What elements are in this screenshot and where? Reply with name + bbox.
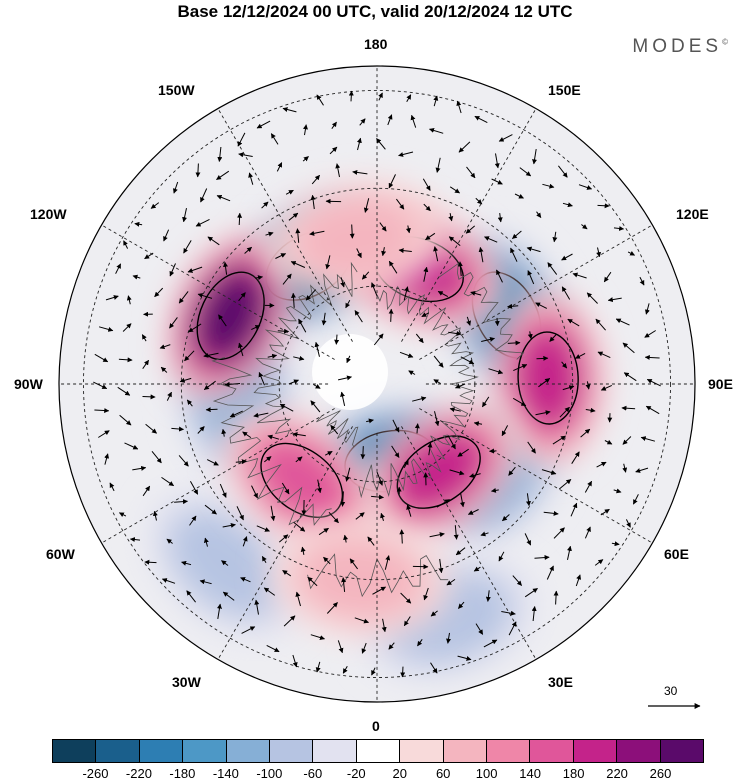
- colorbar-segment: [182, 740, 225, 762]
- colorbar-segment: [616, 740, 659, 762]
- colorbar-ticks: -260 -220 -180 -140 -100 -60 -20 20 60 100 140 180 2…: [0, 766, 750, 784]
- wind-arrow: [363, 446, 364, 459]
- colorbar-tick-label: 140: [519, 766, 541, 781]
- wind-arrow: [537, 358, 548, 359]
- colorbar-segment: [139, 740, 182, 762]
- wind-arrow: [402, 530, 403, 544]
- colorbar-segment: [399, 740, 442, 762]
- wind-arrow: [497, 318, 498, 326]
- colorbar-tick-label: 180: [563, 766, 585, 781]
- colorbar-tick-label: -260: [82, 766, 108, 781]
- colorbar-segment: [356, 740, 399, 762]
- colorbar-segment: [312, 740, 355, 762]
- lon-label-60e: 60E: [664, 546, 689, 562]
- colorbar-tick-label: 60: [436, 766, 450, 781]
- lon-label-0: 0: [372, 718, 380, 734]
- colorbar-segment: [573, 740, 616, 762]
- colorbar-segment: [486, 740, 529, 762]
- lon-label-120w: 120W: [30, 206, 67, 222]
- lon-label-180: 180: [364, 36, 387, 52]
- wind-arrow: [391, 309, 392, 322]
- wind-arrow: [417, 424, 418, 434]
- lon-label-120e: 120E: [676, 206, 709, 222]
- colorbar-tick-label: -180: [169, 766, 195, 781]
- colorbar-tick-label: -140: [213, 766, 239, 781]
- colorbar-segment: [443, 740, 486, 762]
- lon-label-90e: 90E: [708, 376, 733, 392]
- wind-arrow: [143, 397, 156, 398]
- wind-arrow: [402, 667, 403, 677]
- colorbar-tick-label: 260: [650, 766, 672, 781]
- wind-arrow: [351, 91, 352, 101]
- colorbar-tick-label: 100: [476, 766, 498, 781]
- colorbar-tick-label: 20: [392, 766, 406, 781]
- wind-arrow: [352, 225, 353, 239]
- colorbar-tick-label: 220: [606, 766, 628, 781]
- vector-scale-label: 30: [664, 684, 677, 698]
- lon-label-150e: 150E: [548, 82, 581, 98]
- colorbar-segment: [529, 740, 572, 762]
- lon-label-150w: 150W: [158, 82, 195, 98]
- colorbar-segment: [53, 740, 95, 762]
- north-pole-area: [312, 334, 388, 410]
- colorbar-segment: [226, 740, 269, 762]
- wind-arrow: [198, 164, 199, 177]
- lon-label-30e: 30E: [548, 674, 573, 690]
- wind-arrow: [206, 409, 217, 410]
- colorbar-tick-label: -100: [256, 766, 282, 781]
- lon-label-60w: 60W: [46, 546, 75, 562]
- wind-arrow: [556, 591, 557, 604]
- wind-arrow: [239, 213, 240, 225]
- colorbar-tick-label: -220: [126, 766, 152, 781]
- wind-arrow: [336, 335, 337, 345]
- wind-arrow: [598, 205, 610, 206]
- colorbar: [52, 739, 704, 763]
- colorbar-segment: [660, 740, 703, 762]
- colorbar-tick-label: -20: [347, 766, 366, 781]
- lon-label-30w: 30W: [172, 674, 201, 690]
- colorbar-tick-label: -60: [303, 766, 322, 781]
- wind-arrow: [278, 331, 289, 332]
- colorbar-segment: [95, 740, 138, 762]
- lon-label-90w: 90W: [14, 376, 43, 392]
- colorbar-segment: [269, 740, 312, 762]
- wind-arrow: [145, 562, 157, 563]
